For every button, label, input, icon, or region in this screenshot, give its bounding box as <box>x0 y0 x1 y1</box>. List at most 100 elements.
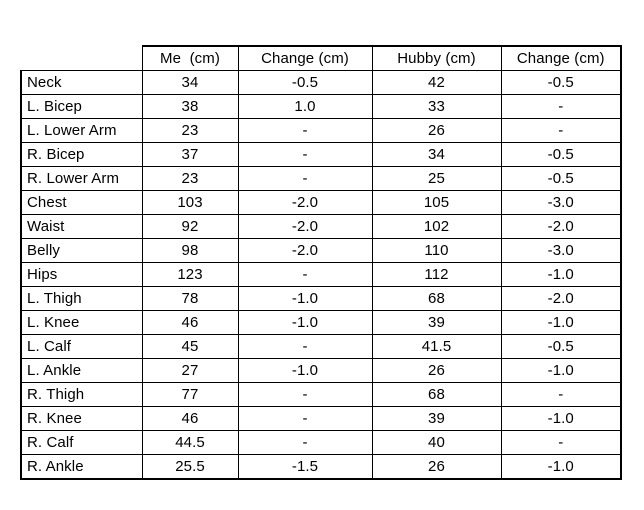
hubby-change-value: -1.0 <box>500 262 622 287</box>
hubby-value: 26 <box>371 358 502 383</box>
hubby-change-value: - <box>500 382 622 407</box>
table-row: R. Lower Arm 23 - 25 -0.5 <box>20 166 622 191</box>
row-label: Neck <box>20 70 143 95</box>
table-row: Waist 92 -2.0 102 -2.0 <box>20 214 622 239</box>
me-value: 46 <box>141 310 239 335</box>
table-row: L. Knee 46 -1.0 39 -1.0 <box>20 310 622 335</box>
hubby-value: 41.5 <box>371 334 502 359</box>
row-label: L. Bicep <box>20 94 143 119</box>
hubby-value: 39 <box>371 406 502 431</box>
hubby-change-value: -1.0 <box>500 454 622 480</box>
hubby-value: 110 <box>371 238 502 263</box>
hubby-value: 68 <box>371 286 502 311</box>
hubby-change-value: -3.0 <box>500 190 622 215</box>
table-row: R. Ankle 25.5 -1.5 26 -1.0 <box>20 454 622 480</box>
row-label: Belly <box>20 238 143 263</box>
me-change-value: - <box>237 430 373 455</box>
hubby-value: 34 <box>371 142 502 167</box>
row-label: Waist <box>20 214 143 239</box>
hubby-change-value: -1.0 <box>500 358 622 383</box>
row-label: R. Thigh <box>20 382 143 407</box>
me-change-value: -2.0 <box>237 238 373 263</box>
me-change-value: -0.5 <box>237 70 373 95</box>
row-label: R. Bicep <box>20 142 143 167</box>
table-row: L. Bicep 38 1.0 33 - <box>20 94 622 119</box>
hubby-change-value: -1.0 <box>500 310 622 335</box>
row-label: L. Calf <box>20 334 143 359</box>
row-label: L. Lower Arm <box>20 118 143 143</box>
row-label: R. Calf <box>20 430 143 455</box>
table-row: Hips 123 - 112 -1.0 <box>20 262 622 287</box>
column-header-me: Me (cm) <box>141 45 239 71</box>
hubby-value: 105 <box>371 190 502 215</box>
table-row: Neck 34 -0.5 42 -0.5 <box>20 70 622 95</box>
me-value: 123 <box>141 262 239 287</box>
hubby-value: 26 <box>371 454 502 480</box>
me-value: 78 <box>141 286 239 311</box>
hubby-change-value: -2.0 <box>500 214 622 239</box>
me-value: 34 <box>141 70 239 95</box>
me-value: 103 <box>141 190 239 215</box>
row-label: L. Ankle <box>20 358 143 383</box>
me-value: 37 <box>141 142 239 167</box>
hubby-value: 68 <box>371 382 502 407</box>
me-value: 38 <box>141 94 239 119</box>
me-change-value: -1.0 <box>237 358 373 383</box>
hubby-value: 25 <box>371 166 502 191</box>
me-value: 46 <box>141 406 239 431</box>
table-row: L. Calf 45 - 41.5 -0.5 <box>20 334 622 359</box>
header-blank-cell <box>21 46 142 71</box>
hubby-change-value: -0.5 <box>500 166 622 191</box>
me-value: 98 <box>141 238 239 263</box>
hubby-change-value: -0.5 <box>500 70 622 95</box>
hubby-change-value: -3.0 <box>500 238 622 263</box>
table-row: Chest 103 -2.0 105 -3.0 <box>20 190 622 215</box>
me-change-value: -1.0 <box>237 310 373 335</box>
me-change-value: 1.0 <box>237 94 373 119</box>
me-value: 23 <box>141 166 239 191</box>
row-label: Chest <box>20 190 143 215</box>
hubby-change-value: -2.0 <box>500 286 622 311</box>
hubby-value: 26 <box>371 118 502 143</box>
me-value: 77 <box>141 382 239 407</box>
hubby-value: 40 <box>371 430 502 455</box>
me-change-value: - <box>237 382 373 407</box>
table-row: L. Thigh 78 -1.0 68 -2.0 <box>20 286 622 311</box>
row-label: R. Lower Arm <box>20 166 143 191</box>
column-header-hubby-change: Change (cm) <box>500 45 622 71</box>
hubby-change-value: -0.5 <box>500 142 622 167</box>
me-value: 45 <box>141 334 239 359</box>
column-header-me-change: Change (cm) <box>237 45 373 71</box>
hubby-value: 112 <box>371 262 502 287</box>
me-change-value: - <box>237 406 373 431</box>
row-label: Hips <box>20 262 143 287</box>
me-change-value: -2.0 <box>237 190 373 215</box>
hubby-value: 39 <box>371 310 502 335</box>
hubby-change-value: - <box>500 94 622 119</box>
table-row: R. Knee 46 - 39 -1.0 <box>20 406 622 431</box>
me-change-value: -2.0 <box>237 214 373 239</box>
me-value: 92 <box>141 214 239 239</box>
me-change-value: - <box>237 262 373 287</box>
table-row: R. Thigh 77 - 68 - <box>20 382 622 407</box>
me-value: 23 <box>141 118 239 143</box>
me-change-value: - <box>237 166 373 191</box>
header-row: Me (cm) Change (cm) Hubby (cm) Change (c… <box>21 45 622 71</box>
me-change-value: - <box>237 142 373 167</box>
table-row: R. Calf 44.5 - 40 - <box>20 430 622 455</box>
hubby-change-value: -1.0 <box>500 406 622 431</box>
me-change-value: -1.0 <box>237 286 373 311</box>
hubby-value: 102 <box>371 214 502 239</box>
table-row: R. Bicep 37 - 34 -0.5 <box>20 142 622 167</box>
me-value: 25.5 <box>141 454 239 480</box>
me-change-value: - <box>237 334 373 359</box>
me-value: 27 <box>141 358 239 383</box>
measurements-table: Me (cm) Change (cm) Hubby (cm) Change (c… <box>20 45 622 480</box>
me-value: 44.5 <box>141 430 239 455</box>
row-label: L. Thigh <box>20 286 143 311</box>
row-label: R. Ankle <box>20 454 143 480</box>
hubby-change-value: - <box>500 118 622 143</box>
hubby-value: 33 <box>371 94 502 119</box>
row-label: R. Knee <box>20 406 143 431</box>
